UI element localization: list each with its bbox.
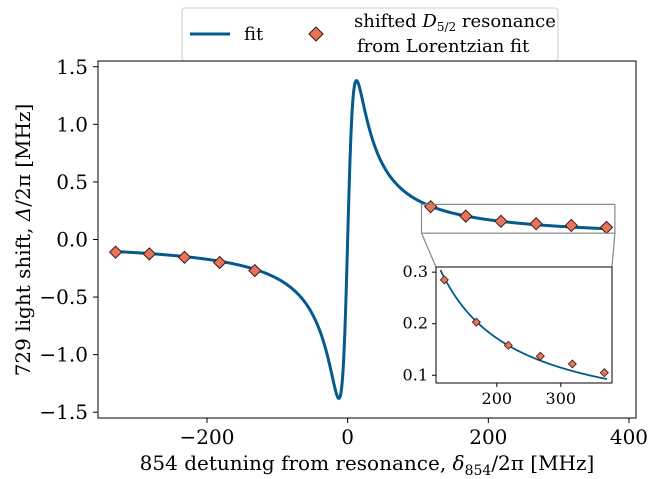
data-point-marker bbox=[142, 247, 157, 261]
inset-y-ticks: 0.1 0.2 0.3 bbox=[403, 262, 436, 384]
legend-points-prefix: shifted bbox=[354, 11, 422, 32]
legend-points-sub: 5/2 bbox=[437, 20, 456, 34]
inset-data-point-marker bbox=[439, 275, 449, 285]
data-point-marker bbox=[423, 199, 438, 214]
inset-y-tick-label: 0.1 bbox=[403, 365, 428, 384]
y-axis-label-prefix: 729 light shift, bbox=[11, 221, 35, 376]
inset-x-ticks: 200 300 bbox=[482, 383, 577, 408]
data-point-marker bbox=[494, 214, 508, 229]
data-markers bbox=[108, 199, 614, 278]
inset-x-tick-label: 300 bbox=[546, 389, 577, 408]
fit-curve bbox=[115, 78, 608, 401]
legend-fit-label: fit bbox=[244, 24, 264, 45]
zoom-connector-left bbox=[420, 232, 437, 268]
data-point-marker bbox=[599, 220, 614, 235]
legend-points-label-line2: from Lorentzian fit bbox=[357, 36, 530, 57]
x-axis-label: 854 detuning from resonance, δ854/2π [MH… bbox=[140, 451, 595, 479]
data-point-marker bbox=[108, 245, 123, 259]
x-axis-label-prefix: 854 detuning from resonance, bbox=[140, 451, 453, 475]
inset-data-point-marker bbox=[503, 340, 513, 350]
y-axis-label: 729 light shift, Δ/2π [MHz] bbox=[11, 104, 35, 377]
inset-y-tick-label: 0.3 bbox=[403, 262, 428, 281]
y-tick-label: −0.5 bbox=[39, 285, 88, 309]
data-point-marker bbox=[212, 255, 227, 270]
data-point-marker bbox=[177, 250, 192, 265]
data-point-marker bbox=[248, 263, 262, 278]
legend-points-suffix: resonance bbox=[456, 11, 556, 32]
inset-data-point-marker bbox=[567, 359, 577, 369]
inset-data-point-marker bbox=[535, 351, 545, 361]
y-tick-label: 1.5 bbox=[56, 55, 88, 79]
x-tick-label: 0 bbox=[341, 425, 354, 449]
x-axis-label-sub: 854 bbox=[465, 463, 492, 479]
y-axis-label-suffix: /2π [MHz] bbox=[11, 104, 35, 207]
inset-data-point-marker bbox=[599, 368, 609, 378]
y-tick-label: 1.0 bbox=[56, 112, 88, 136]
y-tick-label: −1.5 bbox=[39, 400, 88, 424]
data-point-marker bbox=[529, 217, 543, 231]
y-tick-label: 0.0 bbox=[56, 228, 88, 252]
inset-data-markers bbox=[439, 275, 609, 378]
zoom-region-box bbox=[420, 203, 616, 234]
legend-points-label-line1: shifted D5/2 resonance bbox=[354, 11, 556, 34]
inset-y-tick-label: 0.2 bbox=[403, 314, 428, 333]
legend: fit shifted D5/2 resonance from Lorentzi… bbox=[181, 7, 559, 62]
x-tick-label: 400 bbox=[610, 425, 648, 449]
main-x-ticks: −200 0 200 400 bbox=[180, 418, 648, 449]
inset-plot: 200 300 0.1 0.2 0.3 bbox=[403, 262, 613, 408]
x-tick-label: −200 bbox=[180, 425, 235, 449]
data-point-marker bbox=[564, 218, 579, 233]
zoom-connector-right bbox=[611, 233, 616, 268]
x-tick-label: 200 bbox=[469, 425, 507, 449]
inset-data-point-marker bbox=[471, 317, 481, 327]
y-tick-label: −1.0 bbox=[39, 343, 88, 367]
data-point-marker bbox=[459, 209, 473, 223]
x-axis-label-symbol: δ bbox=[453, 451, 465, 475]
inset-x-tick-label: 200 bbox=[482, 389, 513, 408]
legend-points-symbol: D bbox=[421, 11, 437, 32]
inset-frame bbox=[435, 266, 613, 384]
y-tick-label: 0.5 bbox=[56, 170, 88, 194]
y-axis-label-symbol: Δ bbox=[11, 207, 35, 222]
legend-diamond-swatch bbox=[308, 26, 324, 42]
main-y-ticks: −1.5 −1.0 −0.5 0.0 0.5 1.0 1.5 bbox=[39, 55, 98, 424]
inset-fit-curve bbox=[439, 269, 608, 380]
x-axis-label-suffix: /2π [MHz] bbox=[491, 451, 594, 475]
